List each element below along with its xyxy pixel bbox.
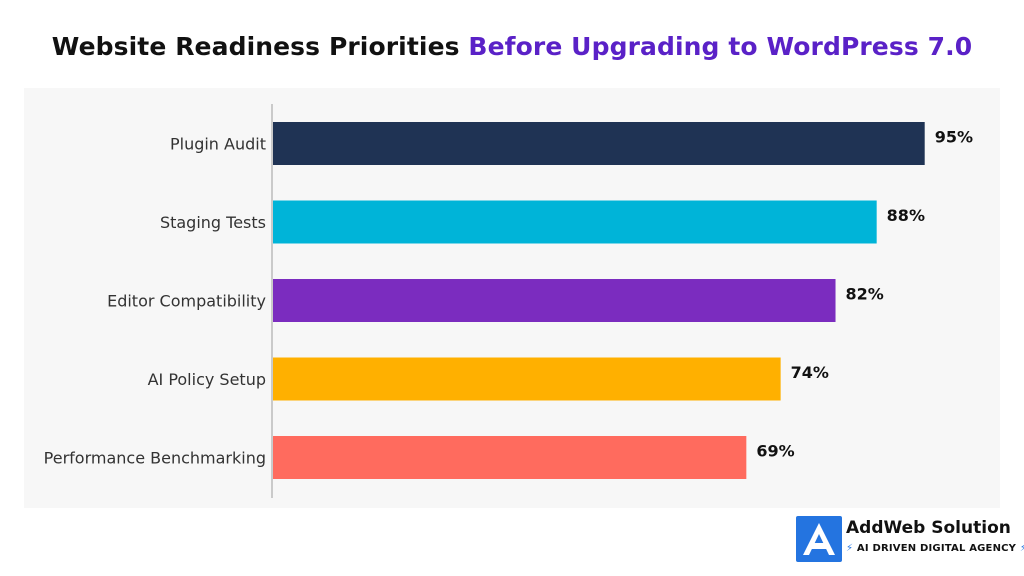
- chart-panel: Plugin Audit 95% Staging Tests 88% Editor Co…: [24, 88, 1000, 508]
- addweb-logo-icon: [796, 516, 842, 562]
- chart-title: Website Readiness Priorities Before Upgr…: [0, 32, 1024, 61]
- bar-3: [273, 357, 781, 401]
- bar-2: [273, 279, 836, 322]
- category-label-3: AI Policy Setup: [148, 370, 266, 389]
- bolt-icon-right: ⚡: [1019, 543, 1024, 554]
- value-label-3: 74%: [791, 363, 829, 382]
- bar-chart: Plugin Audit 95% Staging Tests 88% Editor Co…: [44, 104, 973, 498]
- bar-0: [273, 122, 925, 165]
- brand-tagline-text: AI DRIVEN DIGITAL AGENCY: [856, 543, 1017, 554]
- brand-tagline: ⚡ AI DRIVEN DIGITAL AGENCY ⚡: [846, 543, 1024, 554]
- bar-1: [273, 200, 877, 244]
- value-label-2: 82%: [846, 285, 884, 304]
- category-label-4: Performance Benchmarking: [44, 449, 266, 468]
- chart-title-part2: Before Upgrading to WordPress 7.0: [468, 32, 973, 61]
- bar-4: [273, 436, 747, 479]
- brand-block: AddWeb Solution ⚡ AI DRIVEN DIGITAL AGEN…: [796, 516, 1024, 562]
- category-label-2: Editor Compatibility: [107, 292, 266, 311]
- value-label-1: 88%: [887, 206, 925, 225]
- value-label-0: 95%: [935, 128, 973, 147]
- category-label-1: Staging Tests: [160, 213, 266, 232]
- category-label-0: Plugin Audit: [170, 135, 266, 154]
- brand-name: AddWeb Solution: [846, 518, 1011, 538]
- chart-title-part1: Website Readiness Priorities: [51, 32, 460, 61]
- value-label-4: 69%: [756, 442, 794, 461]
- bolt-icon: ⚡: [846, 543, 854, 554]
